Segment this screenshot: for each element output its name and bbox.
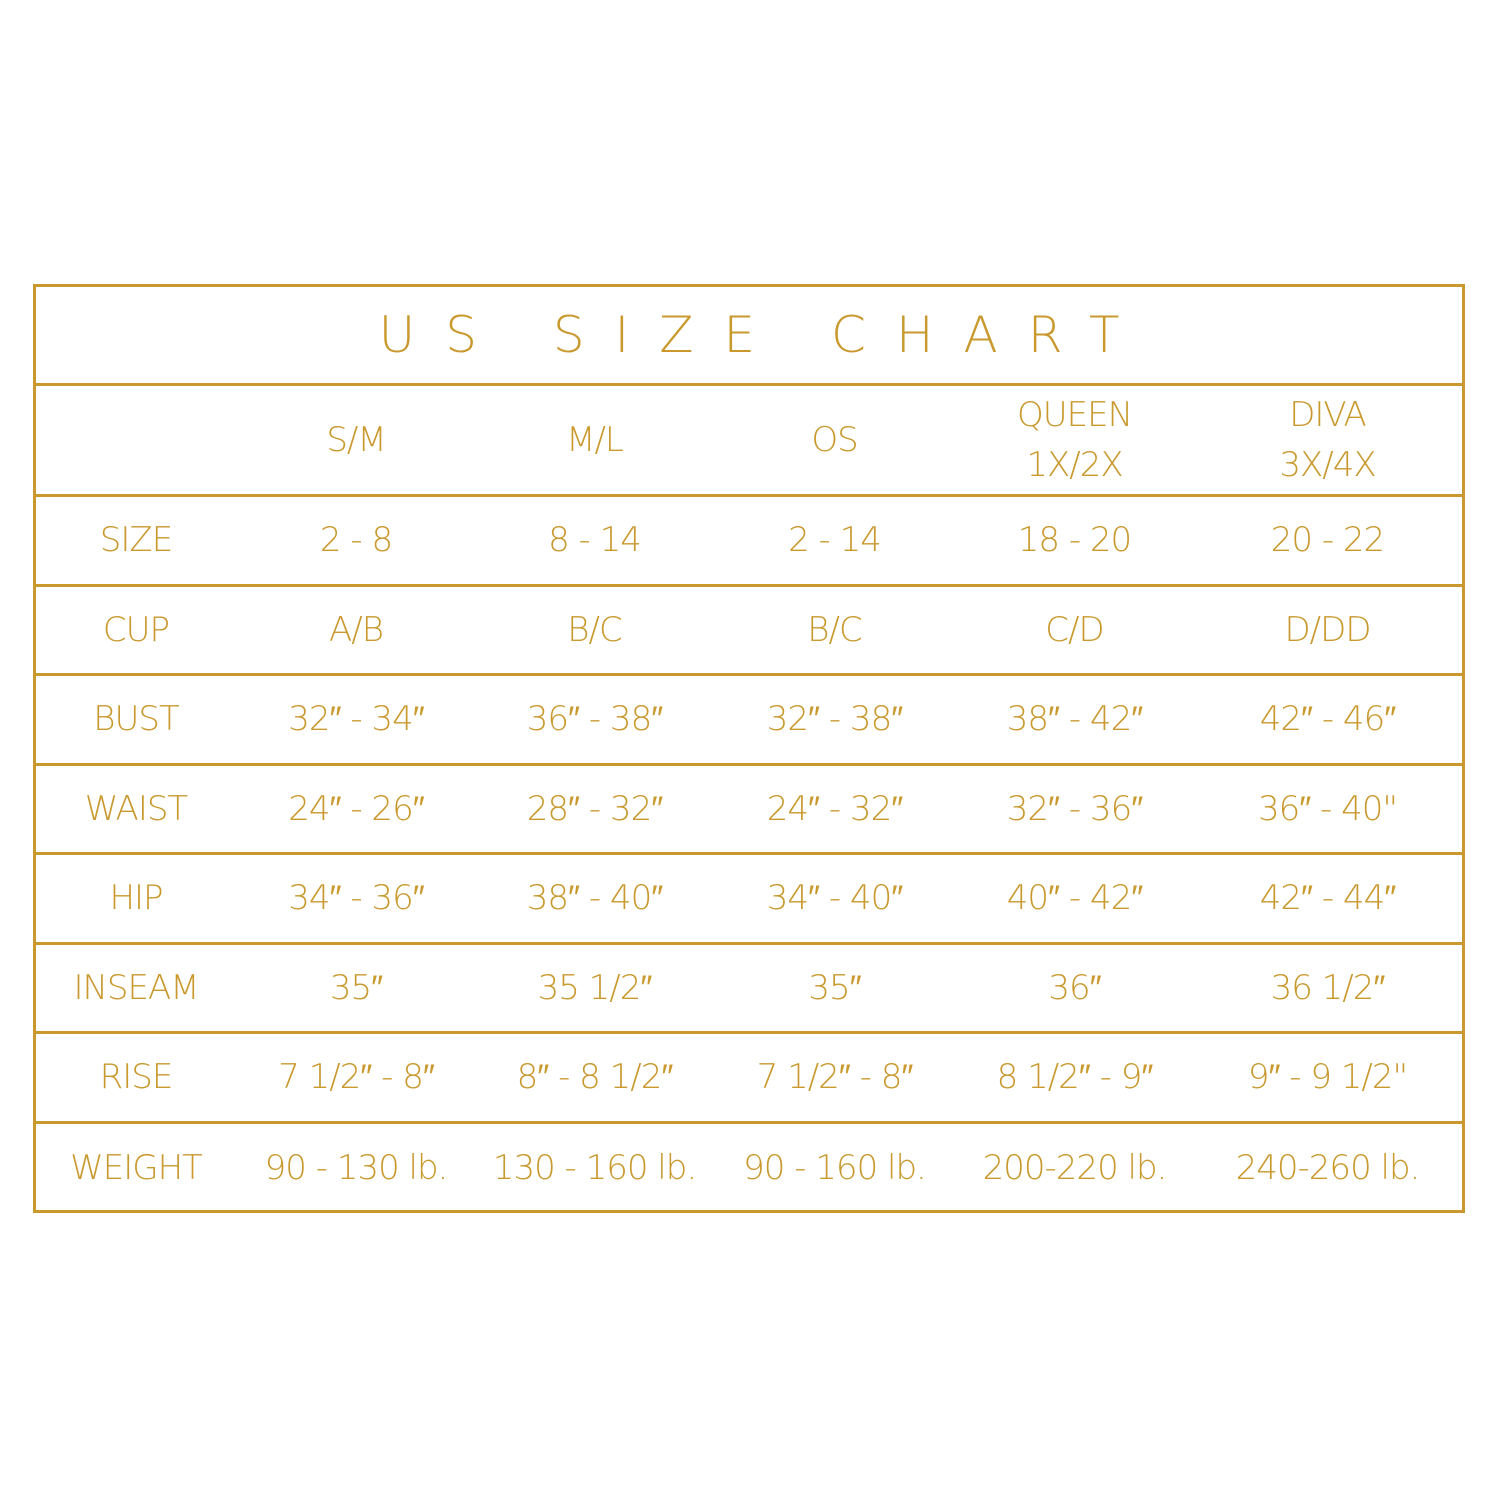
table-cell: 24″ - 32″ [766,788,903,829]
table-cell: 2 - 8 [319,520,393,561]
table-cell: 40″ - 42″ [1006,878,1143,919]
column-header: OS [811,420,858,460]
column-header: M/L [566,420,624,460]
table-row: SIZE 2 - 8 8 - 14 2 - 14 18 - 20 20 - 22 [36,497,1462,587]
column-header: S/M [326,420,386,460]
table-cell: 35 1/2″ [537,967,653,1008]
table-cell: 8″ - 8 1/2″ [516,1057,674,1098]
table-cell: 32″ - 34″ [288,699,424,740]
table-cell: B/C [807,609,862,650]
column-header [36,386,236,494]
table-row: RISE 7 1/2″ - 8″ 8″ - 8 1/2″ 7 1/2″ - 8″ 8 1… [36,1034,1462,1124]
table-cell: 240-260 lb. [1235,1148,1421,1189]
table-row: WAIST 24″ - 26″ 28″ - 32″ 24″ - 32″ 32″ - 36… [36,766,1462,855]
table-cell: 35″ [329,967,383,1008]
size-chart: US SIZE CHART S/M M/L OS QUEEN 1X/2X DIVA 3X… [33,284,1465,1213]
header-row: S/M M/L OS QUEEN 1X/2X DIVA 3X/4X [36,386,1462,497]
column-header: DIVA 3X/4X [1279,395,1376,485]
row-label: WEIGHT [70,1148,203,1189]
table-cell: 36″ [1048,967,1101,1008]
table-cell: 42″ - 44″ [1259,878,1396,919]
table-cell: 7 1/2″ - 8″ [278,1057,435,1098]
table-cell: 34″ - 40″ [766,878,903,919]
table-cell: 2 - 14 [788,520,882,561]
table-row: INSEAM 35″ 35 1/2″ 35″ 36″ 36 1/2″ [36,945,1462,1034]
table-row: HIP 34″ - 36″ 38″ - 40″ 34″ - 40″ 40″ - 42″ 4… [36,855,1462,945]
row-label: CUP [102,609,170,650]
table-cell: 32″ - 38″ [766,699,903,740]
table-cell: 24″ - 26″ [288,788,424,829]
table-cell: 36″ - 40" [1257,788,1398,829]
chart-title: US SIZE CHART [36,287,1462,386]
table-cell: 7 1/2″ - 8″ [756,1057,914,1098]
table-cell: 20 - 22 [1270,520,1385,561]
column-header: QUEEN 1X/2X [1016,395,1133,485]
table-cell: 8 - 14 [548,520,642,561]
table-cell: D/DD [1284,609,1372,650]
row-label: INSEAM [73,967,199,1008]
table-row: BUST 32″ - 34″ 36″ - 38″ 32″ - 38″ 38″ - 42″… [36,676,1462,766]
row-label: BUST [93,699,180,740]
table-cell: 18 - 20 [1017,520,1132,561]
table-cell: A/B [329,609,384,650]
table-cell: 32″ - 36″ [1006,788,1143,829]
table-cell: 38″ - 42″ [1006,699,1143,740]
table-row: CUP A/B B/C B/C C/D D/DD [36,587,1462,676]
table-cell: 28″ - 32″ [526,788,663,829]
table-cell: 8 1/2″ - 9″ [996,1057,1154,1098]
table-cell: 200-220 lb. [982,1148,1168,1189]
table-cell: B/C [567,609,622,650]
row-label: RISE [99,1057,174,1098]
table-cell: 90 - 160 lb. [743,1148,927,1189]
table-cell: 42″ - 46″ [1259,699,1396,740]
table-cell: 35″ [808,967,861,1008]
table-cell: 9″ - 9 1/2" [1247,1057,1408,1098]
table-cell: 90 - 130 lb. [264,1148,449,1189]
table-cell: 130 - 160 lb. [492,1148,697,1189]
row-label: WAIST [84,788,188,829]
table-cell: 34″ - 36″ [288,878,424,919]
row-label: SIZE [99,520,173,561]
row-label: HIP [109,878,163,919]
table-cell: 36 1/2″ [1270,967,1386,1008]
table-cell: 36″ - 38″ [526,699,663,740]
table-row: WEIGHT 90 - 130 lb. 130 - 160 lb. 90 - 160 … [36,1124,1462,1214]
table-cell: C/D [1045,609,1104,650]
table-cell: 38″ - 40″ [526,878,663,919]
